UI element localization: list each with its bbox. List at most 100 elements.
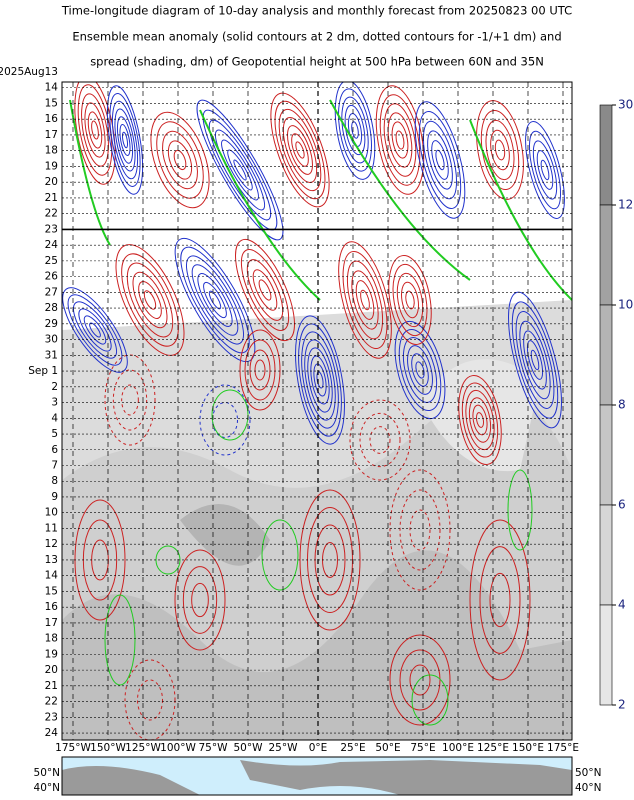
contour [347,113,363,147]
map-frame [61,756,573,796]
contour [469,119,572,301]
contour [174,549,226,651]
contour [351,270,379,330]
contour [270,92,330,208]
contour [126,262,174,338]
x-tick-label: 150°W [90,742,126,754]
contour [389,634,451,726]
contour [162,130,198,190]
x-tick-label: 50°E [375,742,400,754]
colorbar-label: 12 [618,198,633,212]
contour [383,103,417,177]
x-tick-label: 50°W [234,742,264,754]
contour [461,382,499,458]
contour [523,330,547,390]
contour [258,279,272,301]
contour [334,82,376,180]
contour [78,308,112,352]
contour [402,337,438,403]
contour [405,290,415,310]
contour [304,339,336,421]
contour [355,280,375,320]
date-label: 10 [45,507,58,519]
contour [114,108,136,172]
date-label: 22 [45,208,58,220]
contour [351,121,359,139]
date-label: 23 [45,711,58,723]
contour [84,102,106,158]
lat-label: 50°N [575,767,601,779]
x-tick-label: 175°E [547,742,579,754]
contour [469,519,531,681]
x-tick-label: 100°W [160,742,196,754]
contour [77,84,113,176]
colorbar-label: 2 [618,698,626,712]
contour [395,130,405,150]
map-strip [62,757,572,795]
date-label: 9 [51,491,58,503]
date-label: 13 [45,554,58,566]
contour [394,320,446,420]
contour [203,281,227,319]
contour [415,361,425,379]
x-tick-label: 125°E [477,742,509,754]
contour [418,111,462,209]
date-label: 29 [45,318,58,330]
date-label: 28 [45,302,58,314]
x-tick-label: 75°W [199,742,229,754]
x-tick-label: 0°E [309,742,328,754]
date-label: 24 [45,239,59,251]
contour [104,354,156,446]
contour [116,116,134,164]
date-label: 11 [45,522,58,534]
contour [398,328,442,412]
date-label: 16 [45,601,59,613]
contour [375,85,425,195]
date-label: 24 [45,727,59,739]
spread-shading [62,300,572,740]
contour [379,94,421,186]
contour [360,289,370,311]
contour [246,259,284,321]
contour [111,100,139,180]
contour [214,129,266,211]
date-label: 18 [45,633,58,645]
contour [182,566,218,634]
date-label: 14 [45,570,59,582]
date-label: 21 [45,192,58,204]
date-label: 22 [45,696,58,708]
date-label: 15 [45,585,58,597]
contour [89,322,101,338]
contour [338,241,392,359]
date-label: 15 [45,97,58,109]
date-label: 7 [51,460,58,472]
contour [167,140,193,180]
date-label: 17 [45,129,58,141]
contour [156,121,204,199]
contour [475,412,485,428]
colorbar-label: 6 [618,498,626,512]
contour [196,99,284,241]
contour [468,397,492,443]
contour [346,260,384,340]
colorbar-label: 10 [618,298,633,312]
contour [208,119,272,221]
contour [138,281,162,319]
contour [291,133,309,167]
contour [387,112,413,168]
contour [143,290,157,310]
date-label: 12 [45,538,58,550]
contour [401,281,419,319]
contour [197,273,233,327]
contour [396,272,424,328]
contour [344,104,366,156]
colorbar-label: 4 [618,598,626,612]
x-tick-label: 75°E [410,742,435,754]
contour [472,404,488,436]
contour [252,269,278,311]
contour [435,149,445,171]
contour [87,111,103,149]
contour [254,359,266,381]
contour [233,159,247,181]
date-label: 2025Aug13 [0,66,58,78]
